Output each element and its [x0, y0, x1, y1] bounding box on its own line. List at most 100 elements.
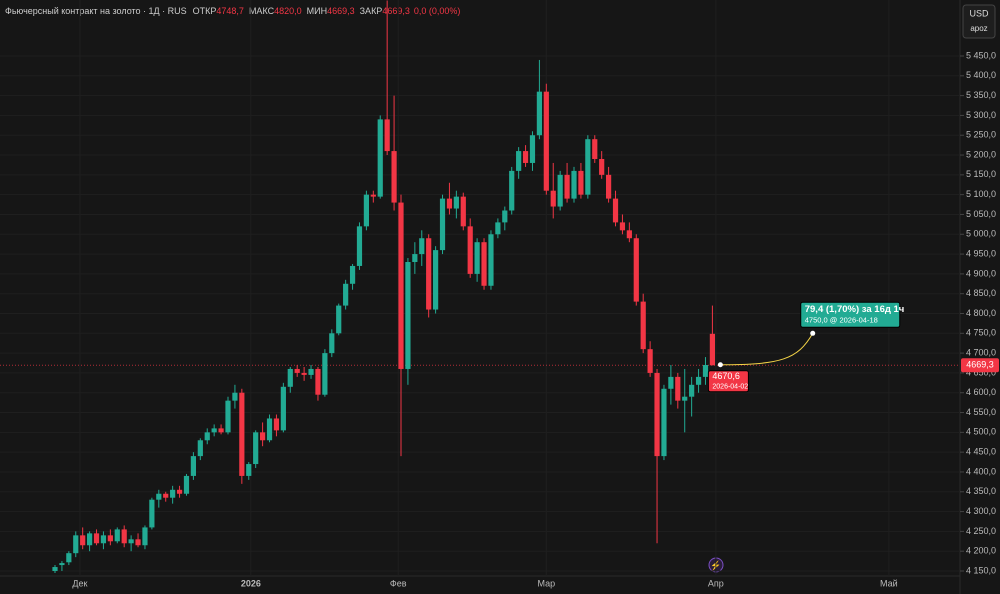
- candle-body: [225, 400, 231, 433]
- candle-body: [439, 198, 446, 251]
- y-tick-label: 4 900,0: [966, 268, 996, 278]
- candle-body: [446, 198, 453, 209]
- header: Фьючерсный контракт на золото · 1Д · RUS…: [5, 6, 460, 16]
- candle-body: [135, 539, 141, 546]
- unit: apoz: [970, 24, 987, 33]
- candle-body: [170, 489, 176, 498]
- y-tick-label: 4 600,0: [966, 387, 996, 397]
- y-tick-label: 5 450,0: [966, 50, 996, 60]
- candle-body: [536, 91, 542, 136]
- candle-body: [647, 349, 653, 373]
- y-tick-label: 4 450,0: [966, 447, 996, 457]
- candle-body: [488, 234, 494, 286]
- y-tick-label: 5 350,0: [966, 90, 996, 100]
- candle-body: [377, 119, 383, 197]
- y-tick-label: 5 100,0: [966, 189, 996, 199]
- y-tick-label: 4 800,0: [966, 308, 996, 318]
- y-tick-label: 4 750,0: [966, 328, 996, 338]
- last-price-label: 4669,3: [966, 360, 994, 370]
- y-tick-label: 4 400,0: [966, 466, 996, 476]
- candle-body: [661, 388, 667, 457]
- y-tick-label: 5 400,0: [966, 70, 996, 80]
- candle-body: [80, 535, 86, 546]
- candle-body: [426, 238, 432, 310]
- x-tick-label: 2026: [241, 578, 261, 588]
- candle-body: [87, 533, 93, 546]
- y-tick-label: 4 350,0: [966, 486, 996, 496]
- candle-body: [633, 238, 639, 302]
- y-tick-label: 5 000,0: [966, 229, 996, 239]
- projection-curve: [720, 333, 814, 366]
- candle-body: [654, 372, 660, 457]
- candle-body: [183, 475, 190, 494]
- candle-body: [529, 135, 536, 163]
- candle-body: [156, 493, 162, 500]
- start-point: [717, 362, 723, 368]
- currency: USD: [969, 8, 989, 18]
- candle-body: [550, 190, 556, 207]
- y-tick-label: 4 300,0: [966, 506, 996, 516]
- header-title: Фьючерсный контракт на золото · 1Д · RUS: [5, 6, 187, 16]
- candle-body: [405, 262, 411, 369]
- candle-body: [626, 230, 632, 239]
- candle-body: [363, 194, 369, 227]
- x-tick-label: Дек: [72, 578, 87, 588]
- projection-label: 79,4 (1,70%) за 16д 1ч: [805, 304, 905, 315]
- candle-body: [294, 368, 300, 373]
- header-value: 4748,7: [216, 6, 244, 16]
- candle-body: [460, 196, 466, 227]
- y-tick-label: 4 950,0: [966, 248, 996, 258]
- candle-body: [571, 170, 577, 199]
- header-value: 4669,3: [382, 6, 410, 16]
- currency-box[interactable]: [962, 4, 996, 39]
- candle-body: [287, 368, 293, 387]
- candle-body: [564, 174, 570, 199]
- candle-body: [93, 533, 100, 544]
- candle-body: [668, 376, 674, 389]
- projection-sublabel: 4750,0 @ 2026-04-18: [805, 315, 878, 324]
- candle-body: [114, 529, 120, 542]
- candle-body: [273, 418, 280, 431]
- y-tick-label: 4 250,0: [966, 526, 996, 536]
- candle-body: [384, 119, 390, 152]
- y-tick-label: 5 250,0: [966, 130, 996, 140]
- candle-body: [266, 418, 273, 441]
- candle-body: [356, 226, 363, 266]
- candle-body: [197, 440, 203, 457]
- candle-body: [218, 428, 224, 433]
- y-tick-label: 4 650,0: [966, 367, 996, 377]
- candle-body: [433, 250, 439, 310]
- start-price: 4670,6: [712, 371, 740, 381]
- projection-box: [800, 301, 901, 328]
- y-tick-label: 4 150,0: [966, 565, 996, 575]
- x-tick-label: Фев: [390, 578, 407, 588]
- candle-body: [107, 535, 113, 542]
- candle-body: [232, 392, 238, 401]
- candle-body: [73, 535, 79, 554]
- candle-body: [329, 333, 335, 354]
- candle-body: [343, 283, 349, 306]
- candle-body: [391, 151, 397, 203]
- header-value: 4820,0: [274, 6, 302, 16]
- candle-body: [689, 384, 695, 397]
- candle-body: [474, 242, 480, 274]
- candle-body: [239, 392, 245, 476]
- candle-body: [522, 151, 529, 163]
- candle-body: [211, 428, 217, 433]
- candle-body: [253, 432, 259, 465]
- candle-body: [619, 222, 626, 231]
- y-tick-label: 4 200,0: [966, 546, 996, 556]
- candle-body: [557, 174, 563, 207]
- candle-body: [612, 198, 619, 223]
- header-key: ЗАКР: [360, 6, 383, 16]
- candle-body: [640, 301, 646, 350]
- candle-body: [412, 254, 418, 262]
- candle-body: [467, 226, 473, 274]
- candle-body: [280, 386, 286, 431]
- candle-body: [336, 305, 342, 334]
- y-tick-label: 5 150,0: [966, 169, 996, 179]
- candle-body: [709, 333, 715, 366]
- candle-body: [59, 563, 65, 566]
- start-date: 2026-04-02: [712, 384, 748, 391]
- y-tick-label: 5 300,0: [966, 110, 996, 120]
